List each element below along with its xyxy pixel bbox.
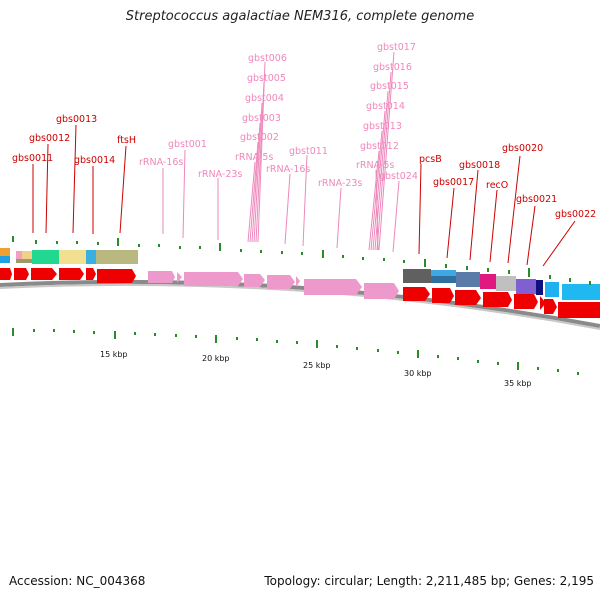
- scale-label-25: 25 kbp: [303, 361, 331, 370]
- label-gbs0013: gbs0013: [56, 114, 97, 125]
- category-band-right: [403, 269, 600, 300]
- label-gbs0017: gbs0017: [433, 177, 474, 188]
- label-gbst017: gbst017: [377, 42, 416, 53]
- label-gbs0012: gbs0012: [29, 133, 70, 144]
- label-gbs0022: gbs0022: [555, 209, 596, 220]
- rna-leader-lines: [162, 51, 400, 253]
- label-rrna-5s-b: rRNA-5s: [356, 160, 394, 171]
- topology-label: Topology: circular; Length: 2,211,485 bp…: [264, 574, 594, 588]
- label-recO: recO: [486, 180, 508, 191]
- label-gbs0021: gbs0021: [516, 194, 557, 205]
- label-rrna-23s-b: rRNA-23s: [318, 178, 362, 189]
- label-gbst016: gbst016: [373, 62, 412, 73]
- label-ftsH: ftsH: [117, 135, 136, 146]
- accession-label: Accession: NC_004368: [9, 574, 146, 588]
- label-rrna-23s-a: rRNA-23s: [198, 169, 242, 180]
- gene-features-right[interactable]: [403, 287, 600, 318]
- label-gbst024: gbst024: [379, 171, 418, 182]
- label-pcsB: pcsB: [419, 154, 442, 165]
- label-gbst004: gbst004: [245, 93, 284, 104]
- label-rrna-5s-a: rRNA-5s: [235, 152, 273, 163]
- scale-label-35: 35 kbp: [504, 379, 532, 388]
- label-gbst002: gbst002: [240, 132, 279, 143]
- label-gbst006: gbst006: [248, 53, 287, 64]
- label-gbs0011: gbs0011: [12, 153, 53, 164]
- gene-features-left[interactable]: [0, 268, 136, 283]
- label-rrna-16s-b: rRNA-16s: [266, 164, 310, 175]
- label-gbst012: gbst012: [360, 141, 399, 152]
- map-title: Streptococcus agalactiae NEM316, complet…: [125, 9, 475, 24]
- label-rrna-16s-a: rRNA-16s: [139, 157, 183, 168]
- label-gbst011: gbst011: [289, 146, 328, 157]
- scale-label-30: 30 kbp: [404, 369, 432, 378]
- scale-label-15: 15 kbp: [100, 350, 128, 359]
- label-gbst001: gbst001: [168, 139, 207, 150]
- genome-backbone: [0, 279, 600, 328]
- label-gbs0014: gbs0014: [74, 155, 115, 166]
- genome-backbone-shadow: [0, 283, 600, 330]
- label-gbst005: gbst005: [247, 73, 286, 84]
- feature-labels[interactable]: gbs0011 gbs0012 gbs0013 gbs0014 ftsH gbs…: [12, 42, 596, 220]
- label-gbst015: gbst015: [370, 81, 409, 92]
- scale-label-20: 20 kbp: [202, 354, 230, 363]
- label-gbst013: gbst013: [363, 121, 402, 132]
- label-gbst014: gbst014: [366, 101, 405, 112]
- rna-features[interactable]: [148, 271, 399, 299]
- label-gbs0018: gbs0018: [459, 160, 500, 171]
- label-gbs0020: gbs0020: [502, 143, 543, 154]
- label-gbst003: gbst003: [242, 113, 281, 124]
- inner-ticks: [12, 328, 579, 375]
- gene-leader-lines: [32, 124, 576, 267]
- outer-ticks: [12, 236, 591, 285]
- scale-labels: 15 kbp 20 kbp 25 kbp 30 kbp 35 kbp: [100, 350, 532, 388]
- category-band-left: [0, 248, 138, 264]
